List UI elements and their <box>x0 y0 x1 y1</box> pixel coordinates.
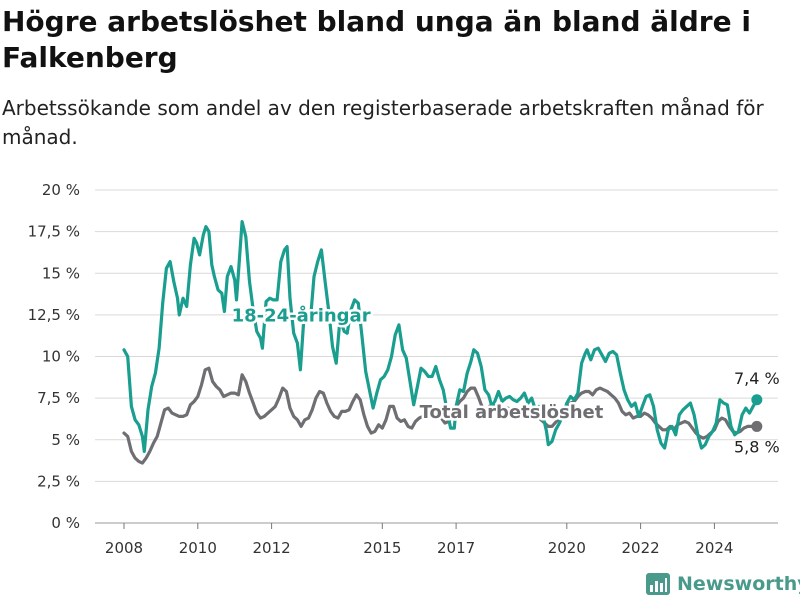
series-line <box>122 220 759 453</box>
line-chart: 0 % 2,5 % 5 % 7,5 % 10 % 12,5 % 15 % 17,5 % 20 %… <box>28 181 780 557</box>
y-tick-label: 2,5 % <box>37 472 80 490</box>
brand: Newsworthy <box>645 570 800 598</box>
x-tick-label: 2008 <box>105 539 143 557</box>
x-tick-label: 2010 <box>179 539 217 557</box>
x-tick-label: 2012 <box>253 539 291 557</box>
brand-name: Newsworthy <box>677 573 800 595</box>
y-tick-label: 17,5 % <box>28 223 80 241</box>
chart-subtitle: Arbetssökande som andel av den registerb… <box>2 96 764 149</box>
series-label: 18-24-åringar <box>232 305 371 327</box>
y-tick-label: 12,5 % <box>28 306 80 324</box>
x-tick-label: 2015 <box>363 539 401 557</box>
x-tick-label: 2022 <box>622 539 660 557</box>
end-value-label: 7,4 % <box>734 369 780 388</box>
gridlines <box>95 189 778 524</box>
x-tick-label: 2020 <box>548 539 586 557</box>
series-end-marker <box>751 420 763 432</box>
annotations: 7,4 % 5,8 % 18-24-åringar Total arbetslöshe… <box>229 302 780 456</box>
x-tick-label: 2024 <box>695 539 733 557</box>
y-tick-label: 7,5 % <box>37 389 80 407</box>
y-tick-label: 10 % <box>42 348 80 366</box>
series-label: Total arbetslöshet <box>420 402 604 423</box>
y-tick-label: 20 % <box>42 181 80 199</box>
series-end-marker <box>751 394 763 406</box>
y-tick-label: 15 % <box>42 264 80 282</box>
y-tick-label: 0 % <box>51 514 80 532</box>
series-lines <box>122 220 763 465</box>
end-value-label: 5,8 % <box>734 437 780 456</box>
chart-title: Högre arbetslöshet bland unga än bland ä… <box>2 5 751 74</box>
x-tick-label: 2017 <box>437 539 475 557</box>
newsworthy-logo-icon <box>646 573 670 595</box>
y-tick-label: 5 % <box>51 431 80 449</box>
axes: 0 % 2,5 % 5 % 7,5 % 10 % 12,5 % 15 % 17,5 % 20 %… <box>28 181 734 557</box>
